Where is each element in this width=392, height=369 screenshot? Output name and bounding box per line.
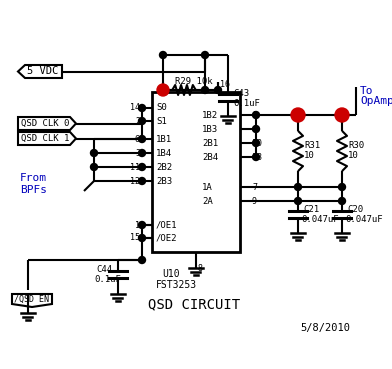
Circle shape [91, 149, 98, 156]
Circle shape [138, 221, 145, 228]
Text: 6: 6 [135, 134, 140, 144]
Circle shape [91, 163, 98, 170]
Text: 1B2: 1B2 [202, 110, 218, 120]
Circle shape [339, 197, 345, 204]
Text: C44: C44 [96, 266, 112, 275]
Circle shape [138, 149, 145, 156]
Circle shape [138, 177, 145, 184]
Circle shape [214, 86, 221, 93]
Text: 9: 9 [252, 197, 257, 206]
Text: QSD CLK 1: QSD CLK 1 [21, 134, 69, 143]
Circle shape [252, 111, 260, 118]
Text: R30: R30 [348, 141, 364, 149]
Circle shape [294, 183, 301, 190]
Text: 2B4: 2B4 [202, 152, 218, 162]
Text: C43: C43 [233, 89, 249, 98]
Text: 10: 10 [304, 151, 315, 159]
Text: 1B1: 1B1 [156, 134, 172, 144]
Text: FST3253: FST3253 [156, 280, 197, 290]
Circle shape [252, 125, 260, 132]
Text: 12: 12 [130, 176, 140, 186]
Text: 2A: 2A [202, 197, 213, 206]
Text: /QSD EN: /QSD EN [14, 295, 49, 304]
Text: 2: 2 [135, 117, 140, 125]
Text: 11: 11 [130, 162, 140, 172]
Circle shape [138, 256, 145, 263]
Text: OpAmps: OpAmps [360, 96, 392, 106]
Text: 14: 14 [130, 103, 140, 113]
Text: C21: C21 [303, 206, 319, 214]
Text: S1: S1 [156, 117, 167, 125]
Text: 5 VDC: 5 VDC [27, 66, 58, 76]
Text: 3: 3 [135, 148, 140, 158]
Text: 1A: 1A [202, 183, 213, 192]
Text: 8: 8 [198, 264, 203, 273]
Text: To: To [360, 86, 374, 96]
Text: 2B2: 2B2 [156, 162, 172, 172]
Text: R31: R31 [304, 141, 320, 149]
Text: 4: 4 [252, 124, 257, 134]
Text: 5/8/2010: 5/8/2010 [300, 323, 350, 333]
Circle shape [252, 154, 260, 161]
Circle shape [138, 117, 145, 124]
Text: 5: 5 [252, 110, 257, 120]
Circle shape [160, 52, 167, 59]
Text: S0: S0 [156, 103, 167, 113]
Text: 7: 7 [252, 183, 257, 192]
Text: 1B4: 1B4 [156, 148, 172, 158]
Circle shape [291, 108, 305, 122]
Circle shape [294, 197, 301, 204]
Text: 0.047uF: 0.047uF [301, 215, 339, 224]
Circle shape [138, 135, 145, 142]
Text: U10: U10 [162, 269, 180, 279]
Circle shape [157, 84, 169, 96]
Text: 10: 10 [348, 151, 359, 159]
Text: 13: 13 [252, 152, 262, 162]
Circle shape [252, 139, 260, 146]
Text: 2B3: 2B3 [156, 176, 172, 186]
Circle shape [201, 86, 209, 93]
Text: From: From [20, 173, 47, 183]
Circle shape [138, 235, 145, 241]
Text: 0.1uF: 0.1uF [233, 99, 260, 108]
Text: 15: 15 [130, 234, 140, 242]
Text: 1B3: 1B3 [202, 124, 218, 134]
Text: R29 10k: R29 10k [175, 76, 212, 86]
Text: 1: 1 [135, 221, 140, 230]
Circle shape [201, 52, 209, 59]
Text: 0.047uF: 0.047uF [345, 215, 383, 224]
Text: QSD CLK 0: QSD CLK 0 [21, 119, 69, 128]
Circle shape [339, 183, 345, 190]
Bar [152, 92, 240, 252]
Text: 0.1uF: 0.1uF [94, 276, 121, 284]
Circle shape [335, 108, 349, 122]
Text: 2B1: 2B1 [202, 138, 218, 148]
Text: BPFs: BPFs [20, 185, 47, 195]
Circle shape [138, 104, 145, 111]
Circle shape [138, 163, 145, 170]
Text: /OE2: /OE2 [156, 234, 178, 242]
Text: 16: 16 [220, 80, 230, 89]
Text: QSD CIRCUIT: QSD CIRCUIT [148, 297, 240, 311]
Text: /OE1: /OE1 [156, 221, 178, 230]
Text: C20: C20 [347, 206, 363, 214]
Text: 10: 10 [252, 138, 262, 148]
